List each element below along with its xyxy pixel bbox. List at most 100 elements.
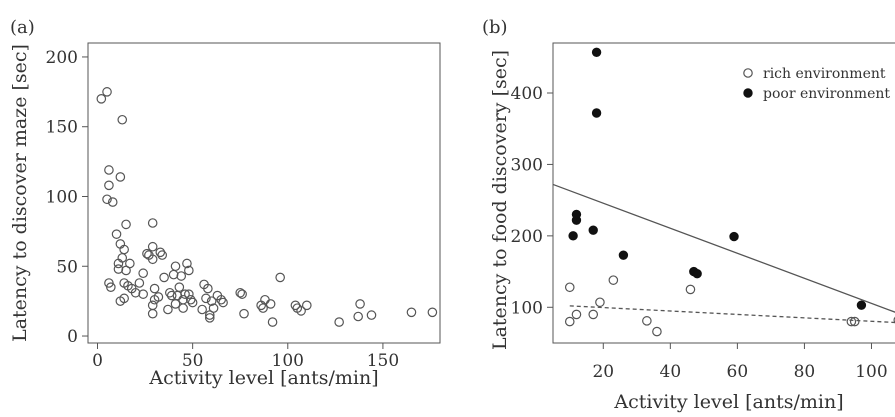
panel-a-point <box>113 258 124 269</box>
panel-a-point <box>296 306 306 316</box>
panel-b-x-tick-label: 80 <box>794 362 816 382</box>
panel-a-point <box>208 303 219 313</box>
panel-a-point <box>138 289 148 299</box>
panel-b-point-rich <box>595 297 605 308</box>
panel-a-point <box>290 300 301 311</box>
panel-b-point-rich <box>564 282 575 293</box>
panel-a-point <box>204 313 215 323</box>
panel-b-y-tick-label: 100 <box>511 298 543 318</box>
panel-a-point <box>237 289 247 299</box>
panel-a-point <box>218 297 228 308</box>
panel-a-point <box>125 258 135 269</box>
panel-a-point <box>153 292 164 302</box>
panel-a-point <box>147 218 158 228</box>
panel-a-point <box>353 311 363 322</box>
panel-b-point-rich <box>685 284 696 295</box>
panel-a-point <box>104 165 114 175</box>
legend-poor-marker <box>743 88 753 98</box>
panel-a-point <box>275 272 285 283</box>
panel-b-point-poor <box>588 225 598 235</box>
panel-a-point <box>142 248 152 259</box>
panel-a-point <box>170 261 181 272</box>
panel-a-plot: 0 50 100 150 0 50 100 150 200 Activity level [an… <box>9 42 441 389</box>
panel-a-point <box>106 282 116 292</box>
panel-b-ticks: 20 40 60 80 100 100 200 300 400 <box>511 84 888 382</box>
panel-b-point-rich <box>846 316 857 327</box>
panel-a-point <box>155 247 166 258</box>
panel-a-point <box>130 287 141 298</box>
panel-a-point <box>147 308 158 319</box>
panel-a-point <box>355 299 365 309</box>
panel-b-point-poor <box>856 300 867 310</box>
panel-a-y-tick-label: 200 <box>46 48 78 68</box>
panel-a-point <box>147 241 158 252</box>
panel-a-point <box>176 271 187 281</box>
panel-a-y-axis-label: Latency to discover maze [sec] <box>9 44 31 342</box>
panel-a-point <box>302 300 312 311</box>
panel-a-point <box>159 272 169 283</box>
panel-a-point <box>239 308 249 319</box>
panel-a-x-tick-label: 100 <box>272 351 304 371</box>
panel-b-point-poor <box>591 47 602 57</box>
panel-b-y-axis-label: Latency to food discovery [sec] <box>489 50 511 350</box>
panel-a-point <box>113 264 124 274</box>
panel-a-point <box>172 290 183 301</box>
panel-b-point-rich <box>588 309 599 320</box>
panel-a-point <box>184 289 194 299</box>
panel-b-plot-frame <box>552 42 895 344</box>
panel-b-x-axis-label: Activity level [ants/min] <box>613 391 843 413</box>
panel-a-point <box>187 297 198 308</box>
panel-a-point <box>265 299 276 309</box>
panel-a-point <box>166 290 177 301</box>
legend-rich-marker <box>743 68 753 78</box>
panel-a-point <box>427 307 438 318</box>
panel-a-point <box>184 265 194 276</box>
panel-b-point-rich <box>564 316 575 327</box>
panel-b-point-poor <box>591 108 602 118</box>
panel-a-y-tick-label: 150 <box>46 118 78 138</box>
panel-a-point <box>406 307 417 318</box>
panel-a-point <box>174 282 185 292</box>
panel-a-point <box>147 254 158 265</box>
panel-b-point-poor <box>568 231 578 241</box>
panel-a-x-tick-label: 150 <box>367 351 399 371</box>
panel-a-point <box>178 303 188 313</box>
panel-a-point <box>111 229 122 239</box>
panel-a-point <box>267 317 278 327</box>
panel-b-legend: rich environment poor environment <box>743 66 890 102</box>
legend-rich-label: rich environment <box>763 66 886 82</box>
panel-a-x-axis-label: Activity level [ants/min] <box>148 367 378 389</box>
panel-b-x-tick-label: 100 <box>855 362 887 382</box>
panel-a-point <box>185 294 196 305</box>
panel-b-point-poor <box>692 269 702 279</box>
panel-a-y-tick-label: 100 <box>46 187 78 207</box>
panel-a-point <box>366 310 377 320</box>
panel-a-point <box>149 283 160 294</box>
panel-b-plot: 20 40 60 80 100 100 200 300 400 Activity level [… <box>489 42 895 413</box>
panel-b-y-tick-label: 300 <box>511 155 543 175</box>
panel-a-label: (a) <box>10 17 35 38</box>
panel-a-point <box>119 293 129 304</box>
panel-a-point <box>121 219 131 230</box>
panel-a-y-tick-label: 50 <box>56 257 78 277</box>
panel-b-point-rich <box>652 326 662 337</box>
panel-a-x-tick-label: 0 <box>92 351 103 371</box>
panel-a-plot-frame <box>87 42 441 344</box>
panel-b-x-tick-label: 60 <box>727 362 749 382</box>
panel-a-point <box>206 296 217 306</box>
panel-a-y-tick-label: 0 <box>67 327 78 347</box>
panel-b-point-rich <box>642 316 652 326</box>
panel-b-fit-lines <box>552 183 895 324</box>
panel-b-point-rich <box>608 275 619 285</box>
panel-b-y-tick-label: 400 <box>511 84 543 104</box>
panel-b-fit-line-poor <box>552 183 895 313</box>
panel-b-point-poor <box>618 250 629 260</box>
panel-b-fit-line-rich <box>569 305 895 324</box>
panel-a-point <box>197 304 207 315</box>
panel-a-point <box>235 287 246 298</box>
panel-b-x-tick-label: 20 <box>592 362 614 382</box>
panel-a-x-tick-label: 50 <box>182 351 204 371</box>
panel-a-point <box>168 269 179 280</box>
panel-a-point <box>216 294 226 305</box>
panel-a-point <box>334 317 344 327</box>
